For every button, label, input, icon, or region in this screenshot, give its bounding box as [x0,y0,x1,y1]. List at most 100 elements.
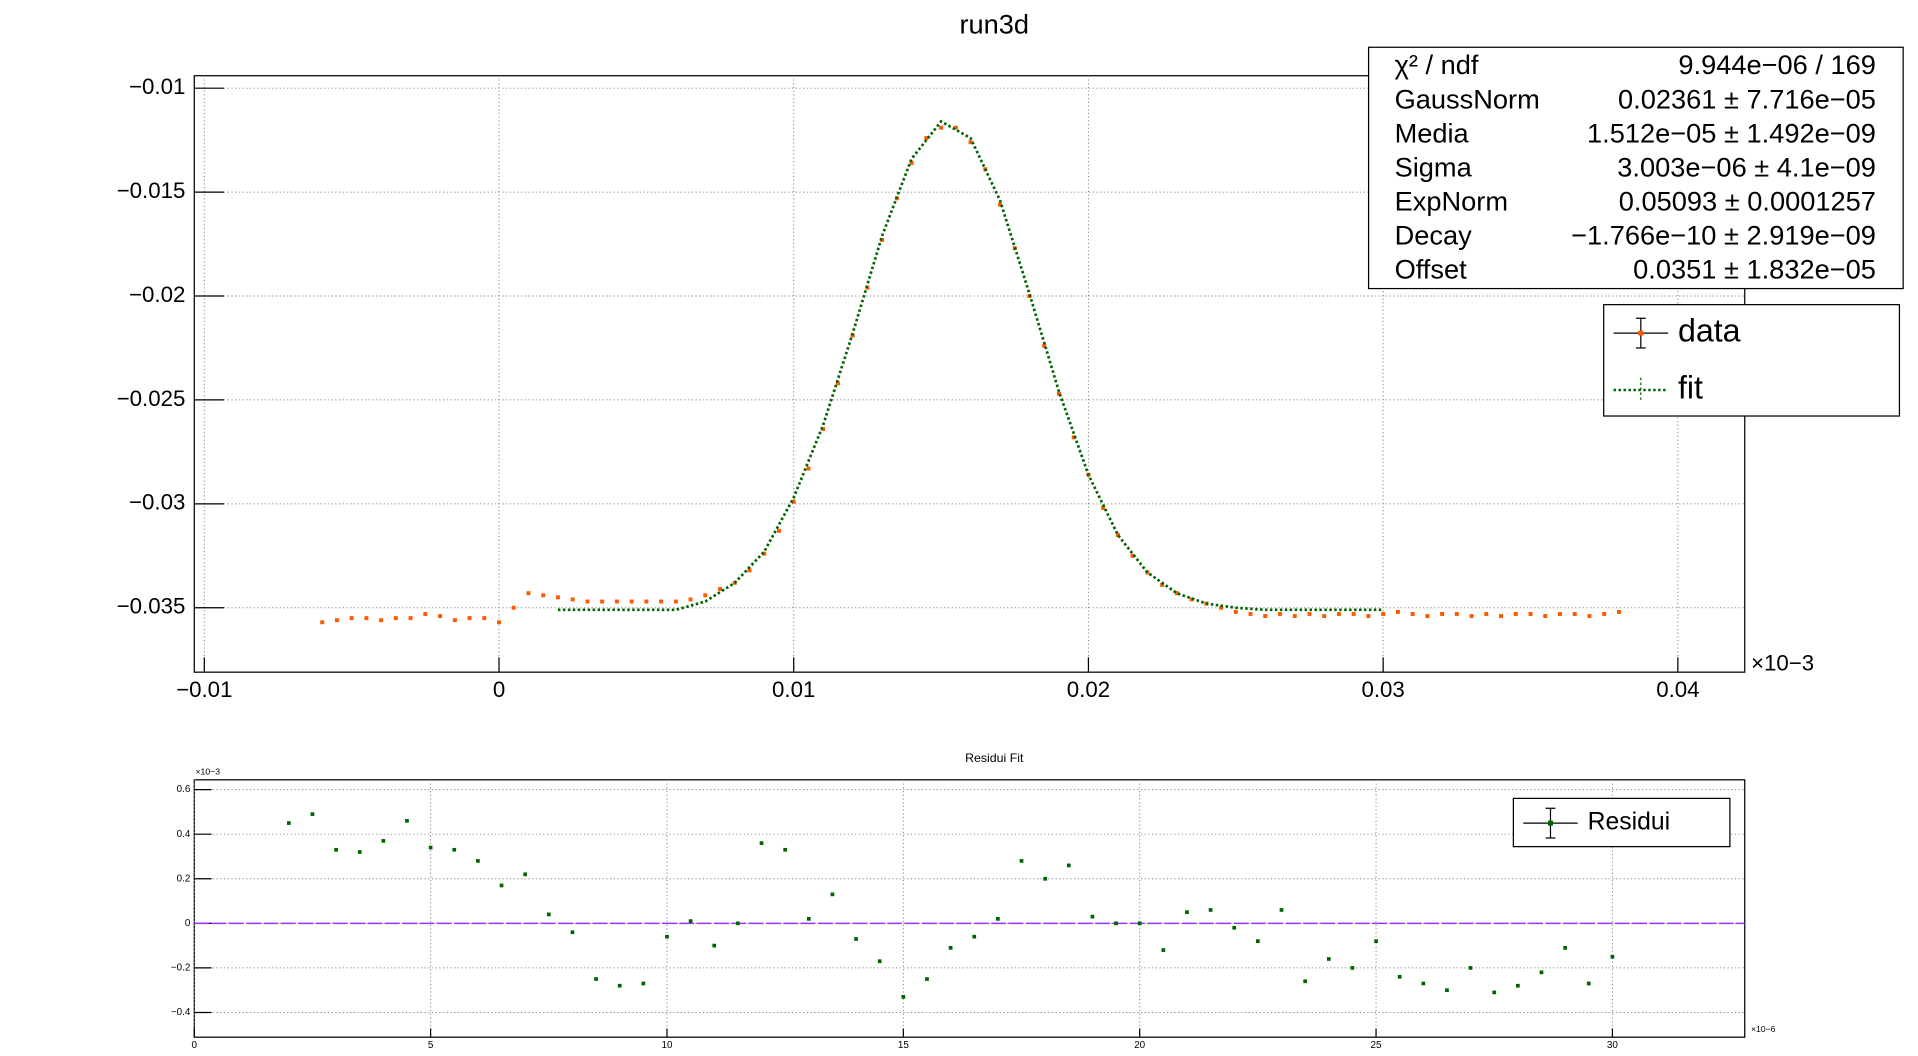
data-point [428,845,433,850]
data-point [806,466,811,471]
data-point [762,551,767,556]
data-point [909,161,914,165]
data-point [405,818,409,823]
data-point [1445,988,1449,993]
data-point [968,140,973,145]
data-point [452,847,457,852]
chart-title: Residui Fit [965,751,1024,765]
y-tick-label: −0.01 [129,74,185,99]
data-point [1586,981,1591,986]
data-point [1336,611,1341,616]
stats-label: ExpNorm [1395,185,1508,216]
data-point [1130,553,1135,558]
data-point [821,427,826,431]
data-point [712,943,717,948]
data-point [1042,343,1047,348]
legend-label: fit [1678,370,1703,406]
data-point [688,919,693,923]
data-point [600,599,605,604]
data-point [1326,957,1331,961]
data-point [854,937,858,941]
data-point [423,611,428,616]
x-tick-label: 10 [661,1040,672,1051]
x-tick-label: 20 [1134,1040,1145,1051]
data-point [546,912,551,917]
y-tick-label: −0.025 [117,386,186,411]
data-point [1350,966,1355,970]
stats-label: χ² / ndf [1395,49,1479,80]
fit-line [557,119,1384,612]
data-point [1056,391,1061,396]
data-point [1161,948,1166,952]
data-point [334,618,339,623]
data-point [310,812,315,816]
data-point [482,616,487,621]
data-point [1563,945,1567,950]
data-point [1019,859,1024,863]
data-point [1303,979,1307,984]
data-point [1208,908,1213,912]
legend-box [1603,304,1901,417]
data-point [939,125,944,130]
data-point [1248,611,1253,616]
data-point [747,568,752,573]
data-point [585,599,590,604]
y-tick-label: 0 [185,918,191,929]
data-point [1602,611,1607,616]
data-point [1066,863,1071,868]
data-point [1071,435,1076,440]
data-point [718,587,723,592]
data-point [1468,966,1473,970]
x-tick-label: 0 [493,677,505,702]
y-tick-label: 0.4 [177,829,191,840]
x-tick-label: 30 [1607,1040,1618,1051]
data-point [673,599,678,604]
data-point [1174,591,1179,596]
data-point [1278,611,1282,616]
data-point [703,593,708,598]
y-tick-label: −0.4 [171,1007,191,1018]
y-tick-label: 0.2 [177,873,191,884]
data-point [1454,611,1459,616]
data-point [1484,611,1489,616]
data-point [1425,614,1430,619]
data-point [1516,983,1520,988]
data-point [1381,611,1386,616]
data-point [467,616,472,621]
legend-swatch [1548,820,1553,826]
y-tick-label: −0.015 [117,178,186,203]
stats-box [1367,46,1904,290]
data-point [924,136,929,141]
plot-frame [193,779,1746,1038]
x-tick-label: 0 [192,1040,198,1051]
data-point [1160,582,1165,587]
data-point [791,499,796,504]
x-tick-label: 0.02 [1067,677,1110,702]
data-point [901,995,906,999]
data-point [1043,876,1048,881]
data-point [499,883,504,888]
data-point [1115,533,1120,537]
data-point [1440,611,1445,616]
data-point [570,597,575,602]
data-point [1232,925,1237,930]
data-point [381,839,386,843]
y-tick-label: −0.035 [117,594,186,619]
data-point [925,977,929,981]
data-point [998,202,1003,207]
x-tick-label: 5 [428,1040,434,1051]
y-tick-label: −0.03 [129,490,185,515]
data-point [1322,614,1327,619]
data-point [320,620,325,625]
data-point [996,917,1000,921]
stats-value: 1.512e−05 ± 1.492e−09 [1587,117,1876,148]
data-point [408,616,413,621]
x-tick-label: 15 [898,1040,909,1051]
data-point [1557,611,1562,616]
data-point [594,977,598,981]
data-point [629,599,634,604]
x-tick-label: 0.01 [772,677,815,702]
data-point [1219,605,1224,610]
data-point [948,945,953,950]
